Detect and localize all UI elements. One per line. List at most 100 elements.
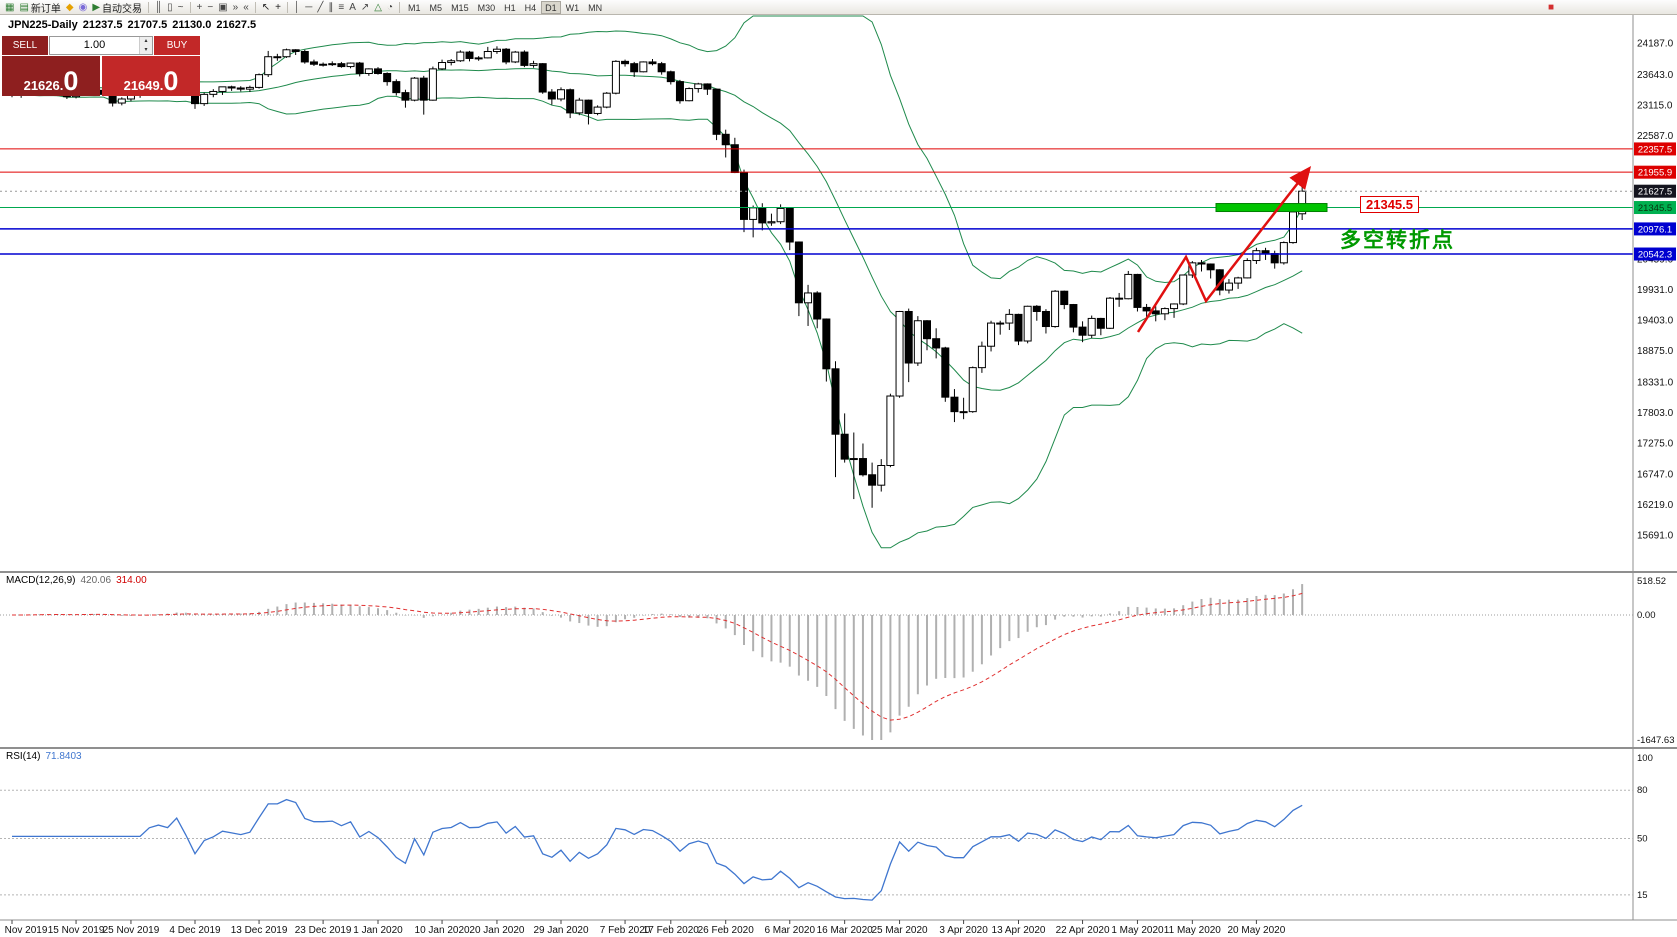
candle xyxy=(1032,305,1041,312)
volume-stepper[interactable]: 1.00 ▴ ▾ xyxy=(49,36,153,55)
date-axis-label: 1 May 2020 xyxy=(1111,925,1164,936)
timeframe-m1-button[interactable]: M1 xyxy=(408,2,421,13)
new-chart-icon: ▦ xyxy=(5,1,15,13)
macd-name: MACD(12,26,9) xyxy=(6,575,76,586)
candle xyxy=(813,292,822,320)
shapes-button[interactable]: △ xyxy=(372,1,384,14)
new-order-label: 新订单 xyxy=(30,3,61,15)
candle xyxy=(1069,304,1078,328)
sell-button[interactable]: SELL xyxy=(2,36,48,55)
volume-up-icon[interactable]: ▴ xyxy=(140,37,152,46)
toolbar: ▦ ▤ 新订单 ◆ ◉ ▶ 自动交易 ║ ▯ ~ + − ▣» «↖ + │ ─ ╱ ∥ ≡ A ↗ △ ◔ M1 M5 M15 M3… xyxy=(0,0,1677,15)
equidistant-channel-button[interactable]: ∥ xyxy=(326,1,335,14)
trend-arrow-annotation[interactable] xyxy=(1136,166,1312,333)
news-alert-button[interactable]: ■ xyxy=(1546,1,1556,14)
horizontal-line-button[interactable]: ─ xyxy=(303,1,314,14)
date-axis-label: 13 Dec 2019 xyxy=(231,925,288,936)
pivot-highlight-rectangle[interactable] xyxy=(1215,203,1328,213)
candlestick-chart-icon: ▯ xyxy=(167,1,173,13)
candle xyxy=(740,172,748,220)
macd-indicator-label: MACD(12,26,9) 420.06 314.00 xyxy=(6,575,147,586)
candle xyxy=(1023,305,1032,342)
candle xyxy=(401,92,410,101)
timeframe-m15-button[interactable]: M15 xyxy=(451,2,469,13)
candle xyxy=(410,77,419,101)
bar-chart-button[interactable]: ║ xyxy=(153,1,164,14)
candle xyxy=(456,51,465,62)
new-order-button[interactable]: ▤ 新订单 xyxy=(17,1,62,15)
timeframe-mn-button[interactable]: MN xyxy=(588,2,603,13)
candle xyxy=(300,51,309,63)
profile-button[interactable]: ◉ xyxy=(77,1,90,14)
zoom-out-button[interactable]: − xyxy=(205,1,215,14)
favorites-button[interactable]: ◆ xyxy=(64,1,76,14)
line-chart-button[interactable]: ~ xyxy=(176,1,186,14)
candle xyxy=(538,63,547,93)
vertical-line-button[interactable]: │ xyxy=(292,1,302,14)
date-axis-label: 11 May 2020 xyxy=(1164,925,1222,936)
buy-button[interactable]: BUY xyxy=(154,36,200,55)
sell-price[interactable]: 21626. 0 xyxy=(2,56,100,96)
support-line-2-badge-text: 20542.3 xyxy=(1638,250,1672,261)
ohlc-open: 21237.5 xyxy=(82,19,123,31)
autotrading-button[interactable]: ▶ 自动交易 xyxy=(90,1,144,15)
line-chart-icon: ~ xyxy=(177,1,184,13)
date-axis-label: 22 Apr 2020 xyxy=(1056,925,1110,936)
timeframe-m30-button[interactable]: M30 xyxy=(477,2,496,13)
volume-down-icon[interactable]: ▾ xyxy=(140,45,152,54)
zoom-in-button[interactable]: + xyxy=(195,1,205,14)
candle xyxy=(749,207,758,220)
arrows-tool-button[interactable]: ↗ xyxy=(359,1,371,14)
trendline-button[interactable]: ╱ xyxy=(315,1,325,14)
date-axis-label: 17 Feb 2020 xyxy=(643,925,700,936)
candle xyxy=(675,81,684,102)
cursor-button[interactable]: ↖ xyxy=(260,1,272,14)
auto-scroll-icon: » xyxy=(232,1,239,13)
candle xyxy=(886,395,895,466)
chart-shift-button[interactable]: « xyxy=(241,1,251,14)
ohlc-close: 21627.5 xyxy=(216,19,257,31)
volume-value[interactable]: 1.00 xyxy=(83,39,106,51)
macd-axis-label: -1647.63 xyxy=(1637,735,1675,746)
candle xyxy=(941,347,950,398)
rsi-line xyxy=(12,798,1303,901)
candle xyxy=(483,51,492,59)
ohlc-low: 21130.0 xyxy=(172,19,212,31)
rsi-indicator-label: RSI(14) 71.8403 xyxy=(6,751,82,762)
candle xyxy=(904,310,913,364)
fibonacci-button[interactable]: ≡ xyxy=(336,1,346,14)
rsi-axis-label: 50 xyxy=(1637,834,1648,845)
candle xyxy=(1124,273,1133,300)
zoom-out-icon: − xyxy=(207,1,214,13)
timeframe-h1-button[interactable]: H1 xyxy=(504,2,516,13)
candle xyxy=(1170,303,1179,310)
candlestick-chart-button[interactable]: ▯ xyxy=(165,1,175,14)
toolbar-separator xyxy=(399,1,401,13)
auto-scroll-button[interactable]: » xyxy=(231,1,241,14)
date-axis-label: 29 Jan 2020 xyxy=(533,925,588,936)
candle xyxy=(849,458,858,461)
timeframe-d1-button[interactable]: D1 xyxy=(541,0,561,14)
crosshair-button[interactable]: + xyxy=(273,1,283,14)
sell-price-int: 21626 xyxy=(23,77,60,93)
turning-point-annotation[interactable]: 多空转折点 xyxy=(1340,229,1455,252)
candle xyxy=(868,474,877,486)
horizontal-line-icon: ─ xyxy=(305,1,313,13)
timeframe-m5-button[interactable]: M5 xyxy=(429,2,443,13)
candle xyxy=(218,86,227,92)
price-annotation-box[interactable]: 21345.5 xyxy=(1360,196,1419,213)
buy-price[interactable]: 21649. 0 xyxy=(102,56,200,96)
new-chart-button[interactable]: ▦ xyxy=(3,1,16,14)
timeframe-h4-button[interactable]: H4 xyxy=(524,2,537,13)
text-label-button[interactable]: A xyxy=(347,1,358,14)
sell-price-frac: 0 xyxy=(63,66,79,97)
date-axis-label: 1 Jan 2020 xyxy=(353,925,403,936)
candle xyxy=(639,61,648,73)
cycles-button[interactable]: ◔ xyxy=(385,1,395,14)
candle xyxy=(1298,190,1307,215)
timeframe-w1-button[interactable]: W1 xyxy=(565,2,580,13)
candle xyxy=(1133,273,1142,308)
tile-windows-button[interactable]: ▣ xyxy=(216,1,229,14)
